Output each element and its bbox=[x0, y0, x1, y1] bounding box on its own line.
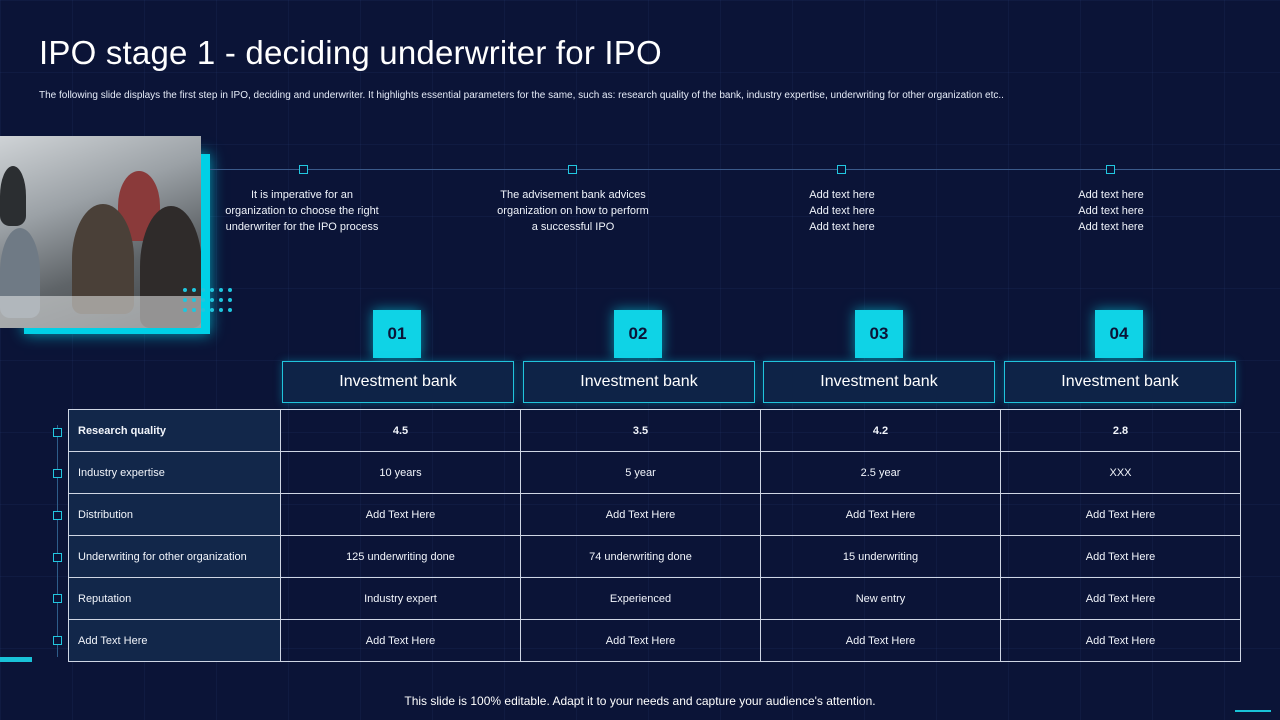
table-cell: Add Text Here bbox=[520, 493, 761, 536]
decorative-dot bbox=[192, 308, 196, 312]
table-row: Reputation Industry expert Experienced N… bbox=[68, 577, 1241, 620]
decorative-dot bbox=[201, 298, 205, 302]
table-row: Add Text Here Add Text Here Add Text Her… bbox=[68, 619, 1241, 662]
row-label: Add Text Here bbox=[68, 619, 281, 662]
table-row: Research quality 4.5 3.5 4.2 2.8 bbox=[68, 409, 1241, 452]
timeline-text-3: Add text here Add text here Add text her… bbox=[809, 189, 875, 233]
side-node-6 bbox=[53, 636, 62, 645]
table-cell: Add Text Here bbox=[1000, 577, 1241, 620]
table-cell: 4.2 bbox=[760, 409, 1001, 452]
column-number-2: 02 bbox=[614, 310, 662, 358]
timeline-text-4: Add text here Add text here Add text her… bbox=[1078, 189, 1144, 233]
table-cell: Add Text Here bbox=[1000, 493, 1241, 536]
decorative-dot bbox=[210, 298, 214, 302]
decorative-dot bbox=[183, 298, 187, 302]
side-line bbox=[57, 425, 58, 657]
decorative-dot bbox=[210, 308, 214, 312]
timeline-node-1 bbox=[299, 165, 308, 174]
table-cell: Add Text Here bbox=[760, 619, 1001, 662]
accent-bar-right bbox=[1235, 710, 1271, 712]
timeline-text-2: The advisement bank advices organization… bbox=[497, 189, 649, 233]
table-cell: Add Text Here bbox=[1000, 619, 1241, 662]
decorative-dot bbox=[192, 288, 196, 292]
table-row: Distribution Add Text Here Add Text Here… bbox=[68, 493, 1241, 536]
row-label: Underwriting for other organization bbox=[68, 535, 281, 578]
table-cell: 2.8 bbox=[1000, 409, 1241, 452]
side-node-2 bbox=[53, 469, 62, 478]
column-header-2: Investment bank bbox=[523, 361, 755, 403]
row-label: Reputation bbox=[68, 577, 281, 620]
timeline-text-1: It is imperative for an organization to … bbox=[225, 189, 379, 233]
column-number-3: 03 bbox=[855, 310, 903, 358]
timeline-node-3 bbox=[837, 165, 846, 174]
table-cell: Experienced bbox=[520, 577, 761, 620]
row-label: Distribution bbox=[68, 493, 281, 536]
table-cell: Add Text Here bbox=[280, 619, 521, 662]
table-cell: 10 years bbox=[280, 451, 521, 494]
side-node-4 bbox=[53, 553, 62, 562]
row-label: Industry expertise bbox=[68, 451, 281, 494]
comparison-table: Research quality 4.5 3.5 4.2 2.8 Industr… bbox=[68, 409, 1241, 662]
footer-note: This slide is 100% editable. Adapt it to… bbox=[404, 694, 876, 708]
table-cell: Add Text Here bbox=[1000, 535, 1241, 578]
table-row: Underwriting for other organization 125 … bbox=[68, 535, 1241, 578]
side-node-1 bbox=[53, 428, 62, 437]
page-title: IPO stage 1 - deciding underwriter for I… bbox=[39, 34, 662, 71]
table-cell: 3.5 bbox=[520, 409, 761, 452]
decorative-dot bbox=[183, 308, 187, 312]
decorative-dot bbox=[219, 308, 223, 312]
timeline-node-2 bbox=[568, 165, 577, 174]
decorative-dot bbox=[219, 298, 223, 302]
table-cell: 4.5 bbox=[280, 409, 521, 452]
column-number-1: 01 bbox=[373, 310, 421, 358]
table-cell: New entry bbox=[760, 577, 1001, 620]
table-cell: 5 year bbox=[520, 451, 761, 494]
accent-bar-left bbox=[0, 657, 32, 662]
table-cell: XXX bbox=[1000, 451, 1241, 494]
table-cell: 74 underwriting done bbox=[520, 535, 761, 578]
table-cell: 15 underwriting bbox=[760, 535, 1001, 578]
side-node-5 bbox=[53, 594, 62, 603]
decorative-dot bbox=[192, 298, 196, 302]
decorative-dot bbox=[210, 288, 214, 292]
row-label: Research quality bbox=[68, 409, 281, 452]
table-cell: Add Text Here bbox=[520, 619, 761, 662]
page-subtitle: The following slide displays the first s… bbox=[39, 90, 1004, 101]
table-cell: Industry expert bbox=[280, 577, 521, 620]
table-cell: 2.5 year bbox=[760, 451, 1001, 494]
table-cell: 125 underwriting done bbox=[280, 535, 521, 578]
table-cell: Add Text Here bbox=[760, 493, 1001, 536]
meeting-photo bbox=[0, 136, 201, 328]
decorative-dot bbox=[219, 288, 223, 292]
table-cell: Add Text Here bbox=[280, 493, 521, 536]
team-meeting-image bbox=[0, 136, 210, 334]
timeline-line bbox=[210, 169, 1280, 170]
side-node-3 bbox=[53, 511, 62, 520]
decorative-dot bbox=[201, 308, 205, 312]
decorative-dot bbox=[228, 288, 232, 292]
table-row: Industry expertise 10 years 5 year 2.5 y… bbox=[68, 451, 1241, 494]
decorative-dots bbox=[183, 288, 238, 318]
decorative-dot bbox=[228, 308, 232, 312]
timeline-node-4 bbox=[1106, 165, 1115, 174]
column-number-4: 04 bbox=[1095, 310, 1143, 358]
column-header-1: Investment bank bbox=[282, 361, 514, 403]
decorative-dot bbox=[228, 298, 232, 302]
column-header-3: Investment bank bbox=[763, 361, 995, 403]
decorative-dot bbox=[183, 288, 187, 292]
column-header-4: Investment bank bbox=[1004, 361, 1236, 403]
decorative-dot bbox=[201, 288, 205, 292]
